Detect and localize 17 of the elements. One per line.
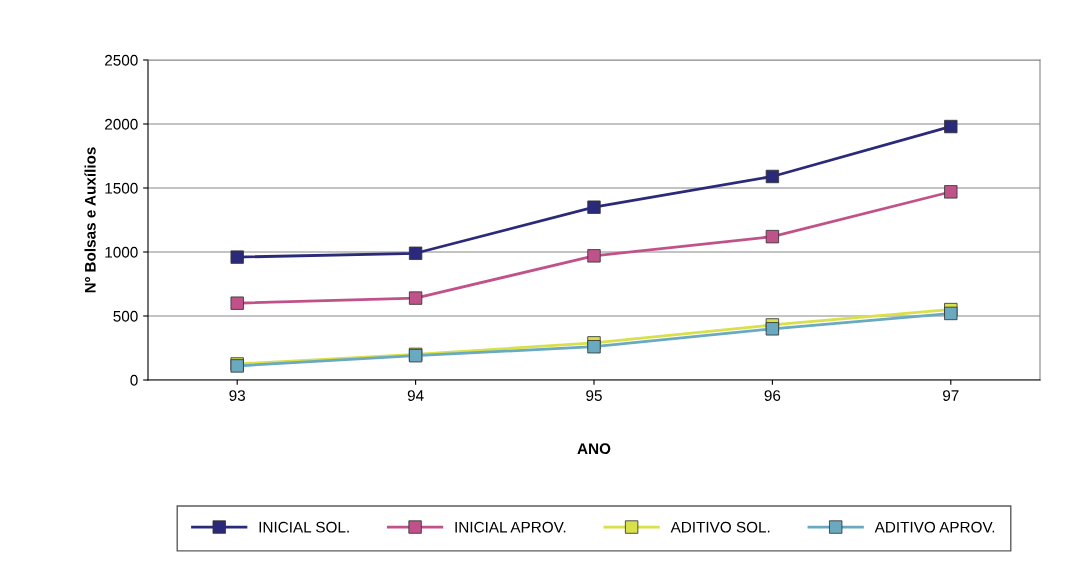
y-tick-label: 0 <box>130 374 138 386</box>
y-tick-label: 1000 <box>105 246 138 258</box>
legend-label: ADITIVO SOL. <box>670 521 770 533</box>
y-tick-label: 500 <box>113 310 138 322</box>
x-axis-title: ANO <box>577 443 611 455</box>
y-tick-label: 2000 <box>105 118 138 130</box>
x-tick-label: 97 <box>943 390 959 401</box>
x-tick-label: 94 <box>407 390 424 401</box>
y-tick-label: 2500 <box>105 54 138 66</box>
x-tick-label: 96 <box>764 390 781 401</box>
y-tick-label: 1500 <box>105 182 138 194</box>
legend-label: INICIAL SOL. <box>259 521 349 533</box>
x-tick-label: 95 <box>586 390 602 401</box>
legend-label: ADITIVO APROV. <box>874 521 995 533</box>
x-tick-label: 93 <box>229 390 246 401</box>
legend-label: INICIAL APROV. <box>455 521 566 533</box>
y-axis-title: Nº Bolsas e Auxílios <box>84 147 96 293</box>
